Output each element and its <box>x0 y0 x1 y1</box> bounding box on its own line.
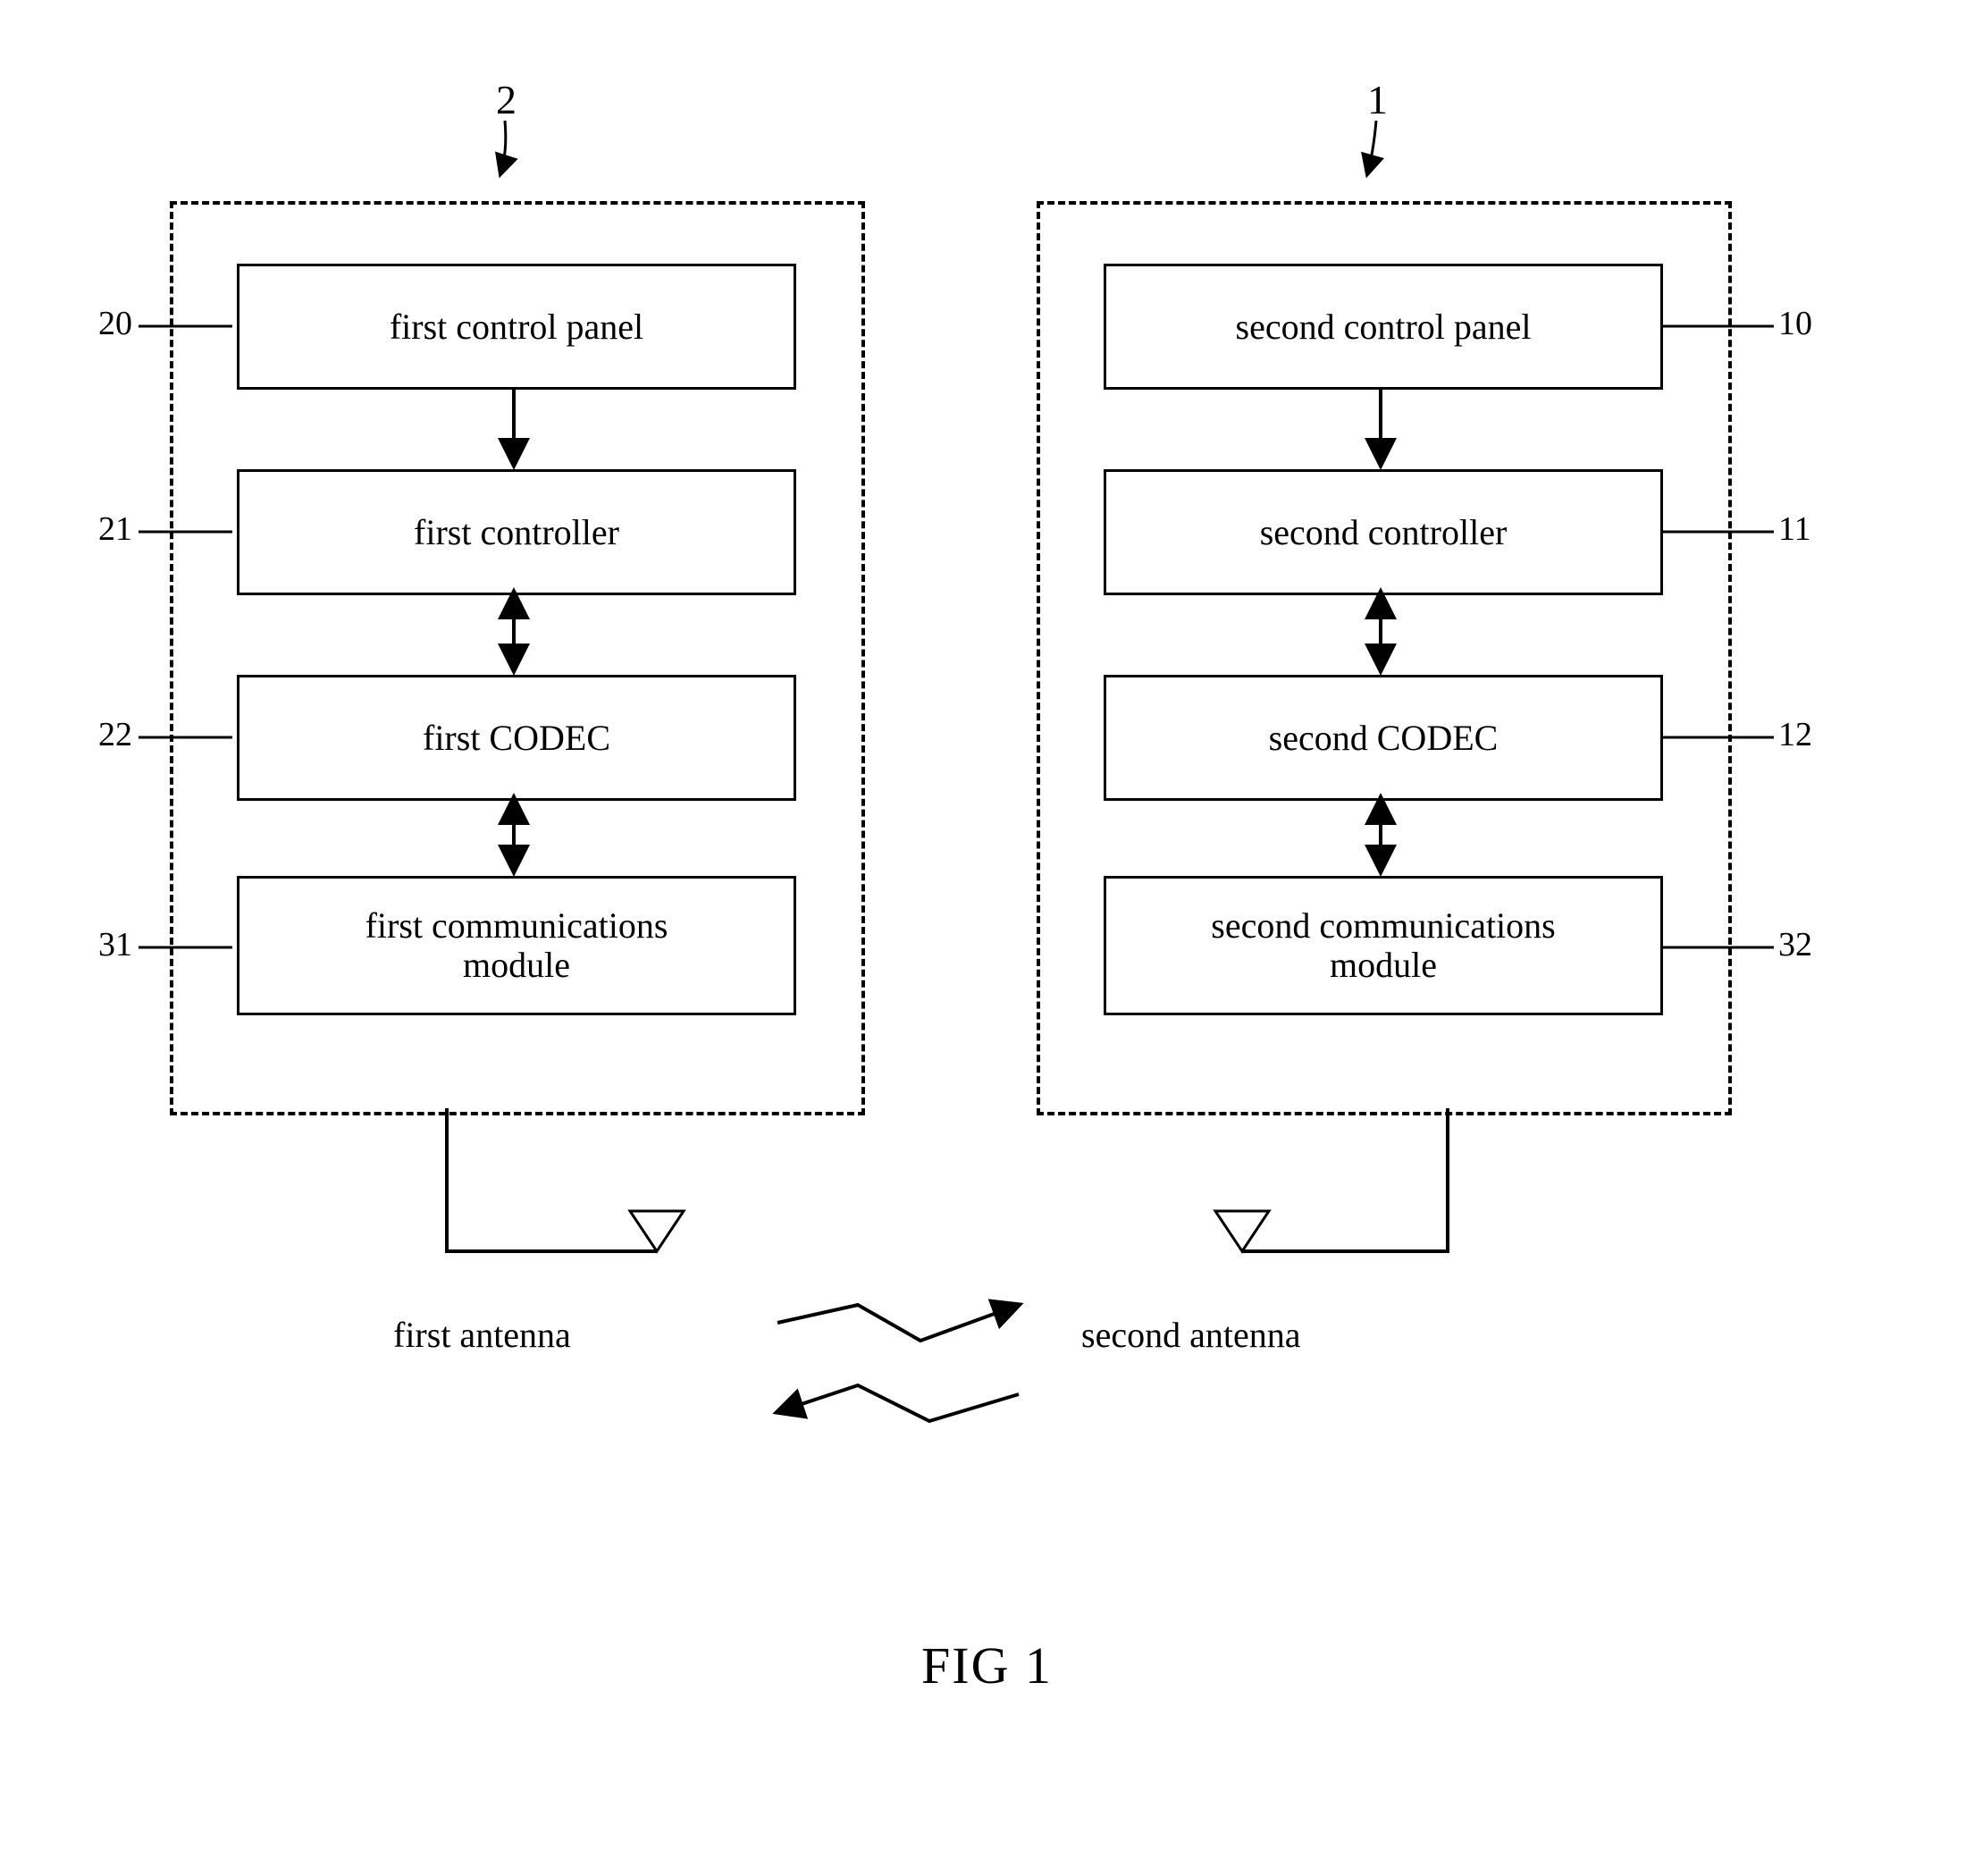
right-ref-arrow-icon <box>1367 121 1376 174</box>
diagram-svg <box>0 0 1974 1876</box>
rf-arrow-left <box>777 1385 1019 1421</box>
left-ref-arrow-icon <box>500 121 506 174</box>
right-antenna-feed <box>1242 1108 1448 1251</box>
left-antenna-feed <box>447 1108 657 1251</box>
left-antenna-icon <box>630 1211 684 1251</box>
rf-arrow-right <box>777 1305 1019 1341</box>
right-antenna-icon <box>1215 1211 1269 1251</box>
